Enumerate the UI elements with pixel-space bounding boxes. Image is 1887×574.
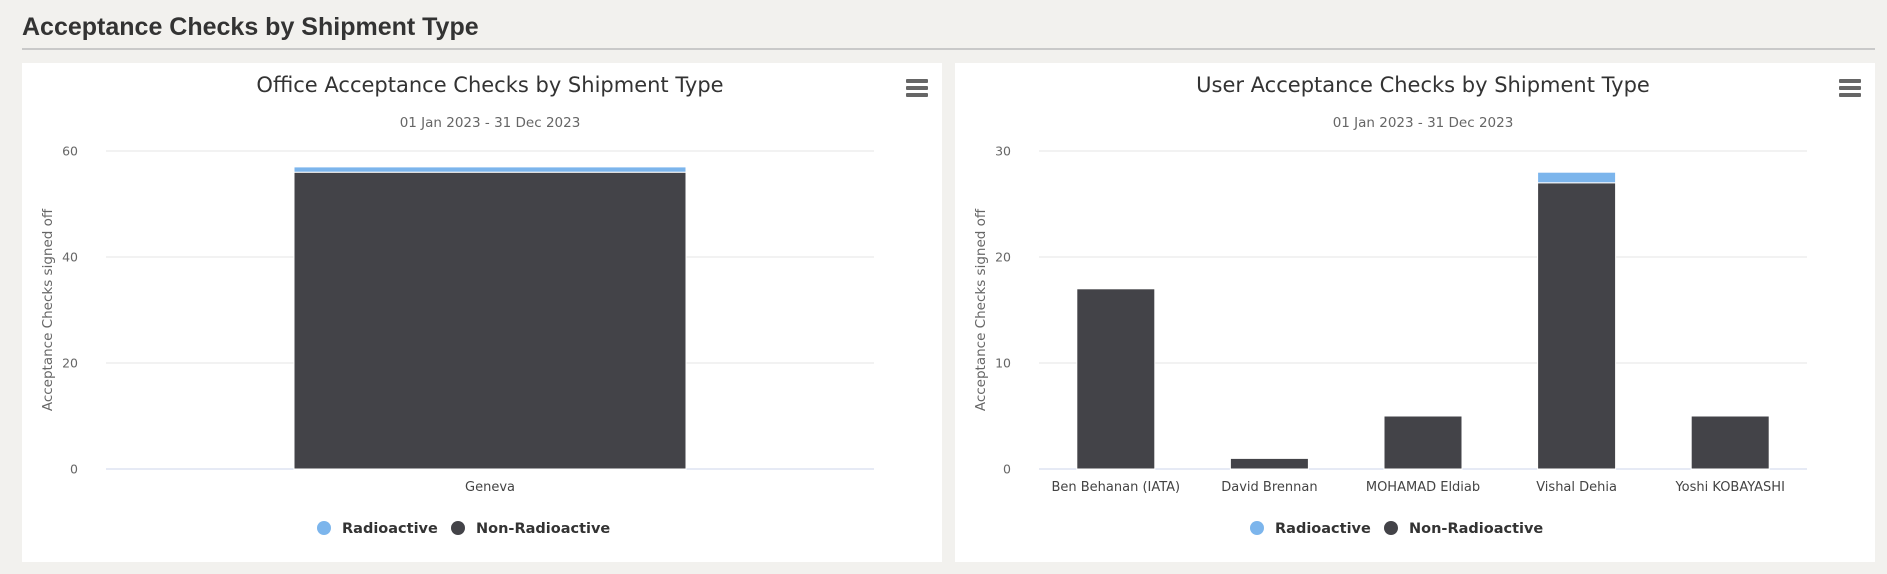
- y-tick-label: 0: [70, 462, 78, 477]
- x-tick-label: David Brennan: [1221, 480, 1317, 495]
- bar-non-radioactive[interactable]: [1076, 288, 1156, 470]
- y-axis-label: Acceptance Checks signed off: [40, 208, 56, 411]
- legend-marker-non-radioactive[interactable]: [1384, 521, 1398, 535]
- y-tick-label: 60: [62, 144, 78, 159]
- bar-non-radioactive[interactable]: [1690, 415, 1770, 470]
- bar-non-radioactive[interactable]: [1537, 182, 1617, 470]
- office-chart-panel: Office Acceptance Checks by Shipment Typ…: [22, 63, 942, 562]
- page-title: Acceptance Checks by Shipment Type: [22, 13, 479, 41]
- legend-marker-radioactive[interactable]: [1250, 521, 1264, 535]
- user-chart-menu-icon[interactable]: [1839, 79, 1861, 99]
- x-tick-label: Yoshi KOBAYASHI: [1674, 480, 1784, 495]
- office-chart: Office Acceptance Checks by Shipment Typ…: [40, 73, 874, 537]
- y-tick-label: 20: [62, 356, 78, 371]
- x-tick-label: Geneva: [465, 480, 515, 495]
- y-tick-label: 20: [995, 250, 1011, 265]
- user-chart: User Acceptance Checks by Shipment Type 0…: [973, 73, 1807, 537]
- legend-marker-radioactive[interactable]: [317, 521, 331, 535]
- chart-subtitle: 01 Jan 2023 - 31 Dec 2023: [1333, 115, 1514, 131]
- chart-title: User Acceptance Checks by Shipment Type: [1196, 73, 1650, 97]
- y-tick-label: 0: [1003, 462, 1011, 477]
- chart-title: Office Acceptance Checks by Shipment Typ…: [256, 73, 723, 97]
- legend-label-non-radioactive[interactable]: Non-Radioactive: [1409, 521, 1543, 537]
- bar-non-radioactive[interactable]: [293, 171, 687, 470]
- legend-label-non-radioactive[interactable]: Non-Radioactive: [476, 521, 610, 537]
- bar-non-radioactive[interactable]: [1383, 415, 1463, 470]
- x-tick-label: Vishal Dehia: [1536, 480, 1617, 495]
- x-tick-label: Ben Behanan (IATA): [1051, 480, 1180, 495]
- bar-non-radioactive[interactable]: [1229, 457, 1309, 470]
- legend-label-radioactive[interactable]: Radioactive: [1275, 521, 1371, 537]
- bar-radioactive[interactable]: [1537, 171, 1617, 184]
- office-chart-menu-icon[interactable]: [906, 79, 928, 99]
- chart-subtitle: 01 Jan 2023 - 31 Dec 2023: [400, 115, 581, 131]
- legend-marker-non-radioactive[interactable]: [451, 521, 465, 535]
- y-tick-label: 30: [995, 144, 1011, 159]
- y-tick-label: 40: [62, 250, 78, 265]
- x-tick-label: MOHAMAD Eldiab: [1366, 480, 1480, 495]
- bar-radioactive[interactable]: [293, 166, 687, 173]
- y-tick-label: 10: [995, 356, 1011, 371]
- page-header: Acceptance Checks by Shipment Type: [22, 10, 1875, 50]
- user-chart-panel: User Acceptance Checks by Shipment Type 0…: [955, 63, 1875, 562]
- y-axis-label: Acceptance Checks signed off: [973, 208, 989, 411]
- legend-label-radioactive[interactable]: Radioactive: [342, 521, 438, 537]
